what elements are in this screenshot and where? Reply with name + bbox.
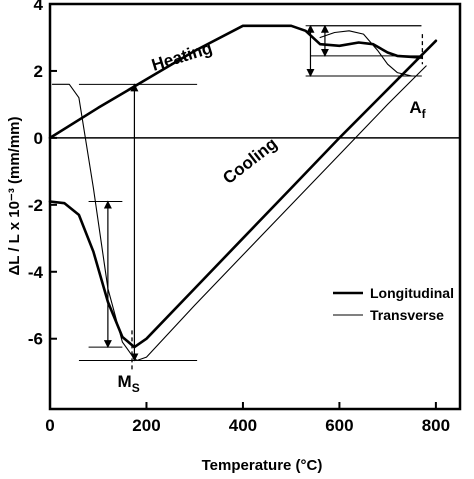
annotation-af: Af: [409, 98, 426, 121]
y-tick-label: 4: [34, 0, 44, 14]
y-tick-label: -6: [28, 330, 43, 349]
x-tick-label: 800: [422, 416, 450, 435]
plot-frame: [48, 2, 462, 411]
y-tick-label: 0: [34, 129, 43, 148]
x-tick-label: 200: [132, 416, 160, 435]
y-tick-label: -4: [28, 263, 44, 282]
y-tick-label: -2: [28, 196, 43, 215]
x-axis-title: Temperature (°C): [202, 457, 323, 474]
annotation-subscript: f: [422, 107, 427, 121]
annotation-subscript: S: [132, 381, 140, 395]
annotation-ms: MS: [118, 372, 140, 395]
x-tick-label: 600: [325, 416, 353, 435]
annotation-heating: Heating: [149, 38, 214, 74]
x-tick-label: 0: [45, 416, 54, 435]
series-longitudinal-curve: [48, 39, 438, 349]
series-longitudinal-curve: [48, 24, 423, 140]
y-axis-title: ΔL / L x 10⁻³ (mm/mm): [6, 116, 23, 275]
annotation-cooling: Cooling: [219, 134, 281, 188]
x-tick-label: 400: [229, 416, 257, 435]
legend-label-longitudinal: Longitudinal: [370, 285, 454, 301]
legend-label-transverse: Transverse: [370, 307, 444, 323]
series-transverse-curve: [319, 30, 422, 77]
y-tick-label: 2: [34, 62, 43, 81]
